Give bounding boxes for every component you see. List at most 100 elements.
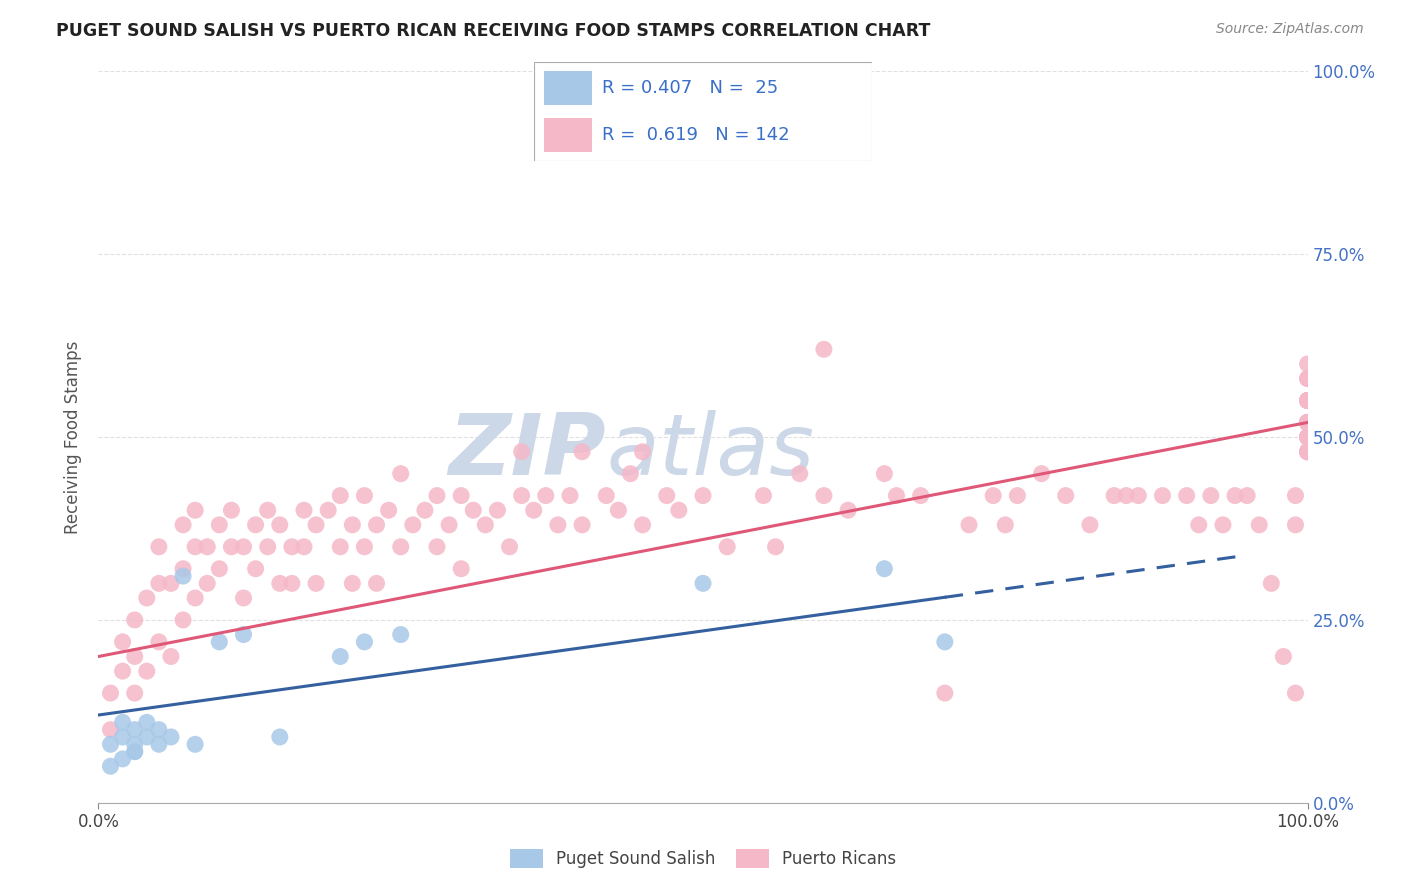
Text: ZIP: ZIP [449,410,606,493]
Point [595,489,617,503]
Point [1296,416,1319,430]
Point [124,745,146,759]
Point [692,489,714,503]
FancyBboxPatch shape [544,119,592,152]
Point [245,517,267,532]
Point [208,635,231,649]
Point [377,503,399,517]
Point [1296,416,1319,430]
Point [463,503,485,517]
Point [342,576,364,591]
Point [305,517,328,532]
Point [1128,489,1150,503]
Point [1007,489,1029,503]
Legend: Puget Sound Salish, Puerto Ricans: Puget Sound Salish, Puerto Ricans [503,842,903,875]
Point [534,489,557,503]
Point [1296,444,1319,458]
Point [1212,517,1234,532]
Point [184,503,207,517]
Point [1296,444,1319,458]
Point [957,517,980,532]
Point [1296,444,1319,458]
Point [172,517,194,532]
Point [195,576,218,591]
Point [305,576,328,591]
Point [232,540,254,554]
Point [1260,576,1282,591]
Point [910,489,932,503]
Point [981,489,1004,503]
Point [994,517,1017,532]
Point [934,635,956,649]
Point [1296,444,1319,458]
Point [329,649,352,664]
Point [1284,686,1306,700]
Point [292,540,315,554]
Point [100,723,122,737]
Point [1296,393,1319,408]
Point [498,540,520,554]
Point [208,562,231,576]
Point [269,576,291,591]
Point [172,569,194,583]
Point [402,517,425,532]
Point [135,591,157,605]
Point [813,343,835,357]
Point [1296,416,1319,430]
Text: R =  0.619   N = 142: R = 0.619 N = 142 [602,126,789,144]
Point [668,503,690,517]
Point [765,540,787,554]
Point [1296,430,1319,444]
FancyBboxPatch shape [534,62,872,161]
Point [813,489,835,503]
Point [353,540,375,554]
Point [148,723,170,737]
Point [1296,444,1319,458]
Point [1284,517,1306,532]
Point [124,686,146,700]
Point [1102,489,1125,503]
Point [389,467,412,481]
Point [789,467,811,481]
Point [474,517,496,532]
Point [135,715,157,730]
Point [232,627,254,641]
Point [221,540,243,554]
Point [135,664,157,678]
Point [184,591,207,605]
Point [1115,489,1137,503]
Point [510,444,533,458]
Point [1296,430,1319,444]
Point [135,730,157,744]
Point [873,467,896,481]
Point [547,517,569,532]
Point [1296,416,1319,430]
Point [160,730,183,744]
Point [571,444,593,458]
Point [160,649,183,664]
Point [631,517,654,532]
Point [124,613,146,627]
Point [221,503,243,517]
Point [366,517,388,532]
Point [111,715,134,730]
Point [934,686,956,700]
Point [426,540,449,554]
Point [510,489,533,503]
Point [1152,489,1174,503]
Point [558,489,581,503]
Point [523,503,546,517]
Point [100,737,122,751]
Point [1296,393,1319,408]
Point [232,591,254,605]
Point [100,686,122,700]
Point [111,730,134,744]
Point [329,489,352,503]
Text: PUGET SOUND SALISH VS PUERTO RICAN RECEIVING FOOD STAMPS CORRELATION CHART: PUGET SOUND SALISH VS PUERTO RICAN RECEI… [56,22,931,40]
Point [1296,393,1319,408]
Point [1296,416,1319,430]
Point [450,489,472,503]
Point [1249,517,1271,532]
Point [111,664,134,678]
Point [1078,517,1101,532]
